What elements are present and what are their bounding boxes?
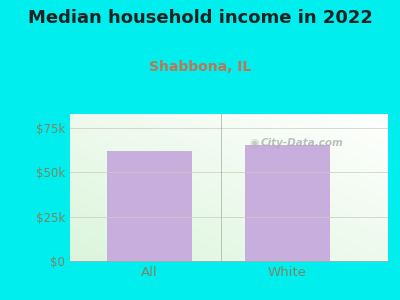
Text: Median household income in 2022: Median household income in 2022: [28, 9, 372, 27]
Bar: [107, 151, 192, 261]
Text: Shabbona, IL: Shabbona, IL: [149, 60, 251, 74]
Bar: [245, 145, 330, 261]
Text: City-Data.com: City-Data.com: [261, 138, 344, 148]
Text: ◉: ◉: [250, 138, 259, 148]
